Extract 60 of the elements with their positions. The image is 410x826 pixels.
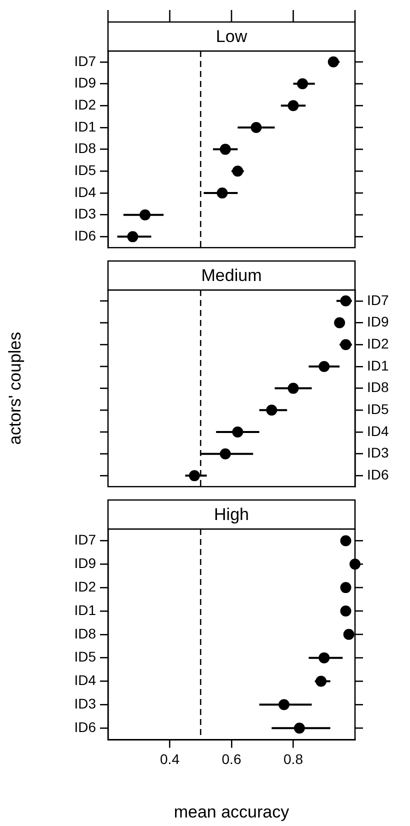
point <box>232 426 244 438</box>
y-axis-title: actors' couples <box>6 332 25 445</box>
y-tick-label: ID7 <box>367 292 389 308</box>
point <box>340 605 352 616</box>
point <box>220 144 231 155</box>
y-tick-label: ID4 <box>74 672 96 688</box>
point <box>188 470 200 482</box>
x-axis-title: mean accuracy <box>174 802 290 822</box>
chart-title: Medium <box>201 266 262 286</box>
point <box>316 676 327 687</box>
point <box>334 317 346 328</box>
x-tick-label: 0.4 <box>160 751 180 768</box>
y-tick-label: ID6 <box>367 466 389 483</box>
y-tick-label: ID4 <box>367 422 389 439</box>
y-tick-label: ID3 <box>74 206 96 222</box>
y-tick-label: ID1 <box>74 118 96 134</box>
y-tick-label: ID6 <box>74 718 96 735</box>
y-tick-label: ID3 <box>367 444 389 461</box>
y-tick-label: ID9 <box>367 314 389 330</box>
point <box>127 231 138 242</box>
point <box>297 78 308 90</box>
point <box>288 382 299 394</box>
y-tick-label: ID9 <box>74 74 96 91</box>
y-tick-label: ID7 <box>74 532 96 548</box>
point <box>343 628 354 640</box>
y-tick-label: ID5 <box>74 648 96 665</box>
y-tick-label: ID2 <box>367 335 389 352</box>
point <box>220 448 231 460</box>
point <box>140 209 151 220</box>
y-tick-label: ID2 <box>74 96 96 112</box>
chart-title: Low <box>216 27 248 46</box>
point <box>340 582 352 594</box>
point <box>216 187 228 198</box>
point <box>340 535 352 546</box>
y-tick-label: ID4 <box>74 184 96 200</box>
chart-title: High <box>214 505 249 524</box>
y-tick-label: ID1 <box>367 357 389 374</box>
point <box>266 404 278 416</box>
y-tick-label: ID1 <box>74 602 96 618</box>
y-tick-label: ID9 <box>74 554 96 571</box>
point <box>340 295 352 306</box>
point <box>328 56 339 68</box>
y-tick-label: ID5 <box>367 401 389 418</box>
y-tick-label: ID2 <box>74 578 96 594</box>
x-tick-label: 0.6 <box>222 751 242 768</box>
point <box>294 722 305 734</box>
y-tick-label: ID8 <box>367 379 389 396</box>
point <box>318 652 330 664</box>
point <box>318 360 330 372</box>
y-tick-label: ID5 <box>74 162 96 178</box>
point <box>288 100 299 112</box>
point <box>250 122 262 133</box>
x-tick-label: 0.8 <box>284 751 304 768</box>
y-tick-label: ID3 <box>74 696 96 712</box>
y-tick-label: ID8 <box>74 140 96 156</box>
y-tick-label: ID7 <box>74 52 96 69</box>
point <box>232 166 244 177</box>
y-tick-label: ID8 <box>74 625 96 642</box>
point <box>278 699 290 710</box>
y-tick-label: ID6 <box>74 228 96 244</box>
